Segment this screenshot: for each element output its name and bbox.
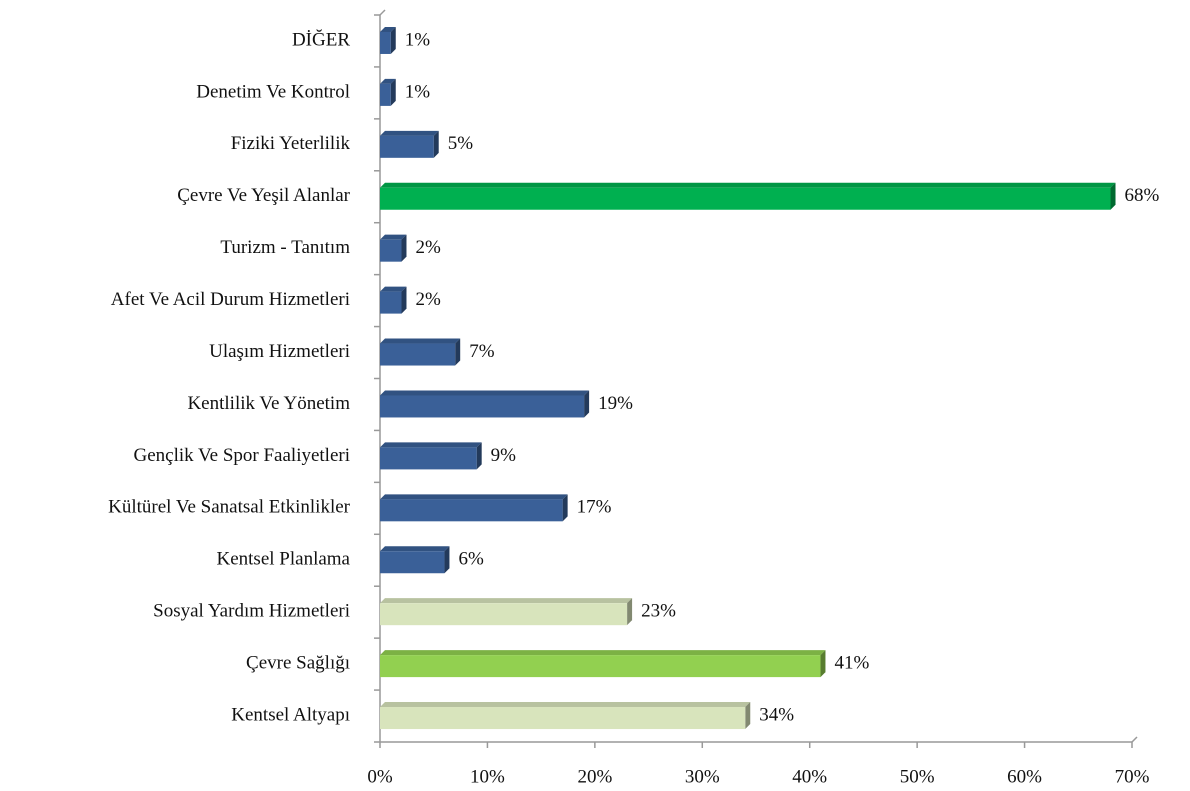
bar-front xyxy=(380,31,391,54)
bar-front xyxy=(380,83,391,106)
value-label: 41% xyxy=(834,652,869,673)
bar xyxy=(380,546,450,574)
bar-top xyxy=(380,650,826,656)
value-label: 2% xyxy=(415,237,441,258)
bar-side xyxy=(476,442,482,470)
y-tick-label: Fiziki Yeterlilik xyxy=(231,133,351,154)
value-label: 5% xyxy=(448,133,474,154)
bar-side xyxy=(1110,182,1116,210)
y-tick-label: DİĞER xyxy=(292,28,350,50)
bar-side xyxy=(562,494,568,522)
bar xyxy=(380,650,826,678)
bar-front xyxy=(380,395,585,418)
bar-front xyxy=(380,603,628,626)
bar xyxy=(380,598,633,626)
bar xyxy=(380,702,751,730)
bar-side xyxy=(455,338,461,366)
bar xyxy=(380,78,396,106)
bar xyxy=(380,26,396,54)
bar xyxy=(380,390,590,418)
bar-front xyxy=(380,447,477,470)
value-label: 6% xyxy=(458,549,484,570)
bar-front xyxy=(380,239,402,262)
x-tick-label: 0% xyxy=(367,766,393,787)
value-label: 9% xyxy=(491,445,516,466)
value-label: 23% xyxy=(641,601,676,622)
y-tick-label: Kültürel Ve Sanatsal Etkinlikler xyxy=(108,497,351,518)
bar xyxy=(380,442,482,470)
y-axis-top xyxy=(379,9,386,16)
bar xyxy=(380,494,568,522)
value-label: 7% xyxy=(469,341,495,362)
bar-top xyxy=(380,702,751,708)
x-tick-label: 30% xyxy=(685,766,720,787)
bar-top xyxy=(380,390,590,396)
bar-top xyxy=(380,442,482,448)
bar-top xyxy=(380,130,439,136)
bar-side xyxy=(745,702,751,730)
bar-side xyxy=(401,234,407,262)
value-label: 17% xyxy=(577,497,612,518)
value-label: 1% xyxy=(405,81,431,102)
x-tick-label: 70% xyxy=(1115,766,1150,787)
y-tick-label: Kentsel Planlama xyxy=(217,549,351,570)
bar xyxy=(380,182,1116,210)
y-tick-label: Çevre Ve Yeşil Alanlar xyxy=(177,185,350,206)
bar-top xyxy=(380,494,568,500)
bar xyxy=(380,338,461,366)
bar-side xyxy=(401,286,407,314)
bar-front xyxy=(380,135,434,158)
bar-top xyxy=(380,78,396,84)
bar-front xyxy=(380,655,821,678)
y-tick-label: Kentsel Altyapı xyxy=(231,704,350,725)
y-tick-label: Sosyal Yardım Hizmetleri xyxy=(153,601,350,622)
bar-front xyxy=(380,499,563,522)
y-tick-label: Afet Ve Acil Durum Hizmetleri xyxy=(111,289,350,310)
bar-top xyxy=(380,598,633,604)
x-tick-label: 40% xyxy=(792,766,827,787)
bar-front xyxy=(380,187,1111,210)
bar-front xyxy=(380,707,746,730)
bar-top xyxy=(380,286,407,292)
value-label: 19% xyxy=(598,393,633,414)
bar xyxy=(380,286,407,314)
bar-front xyxy=(380,291,402,314)
value-label: 1% xyxy=(405,29,431,50)
bar-side xyxy=(627,598,633,626)
x-tick-label: 20% xyxy=(577,766,612,787)
bar-front xyxy=(380,343,456,366)
y-tick-label: Çevre Sağlığı xyxy=(246,652,350,673)
bar-top xyxy=(380,26,396,32)
value-label: 34% xyxy=(759,704,794,725)
y-tick-label: Kentlilik Ve Yönetim xyxy=(187,393,350,414)
bar-top xyxy=(380,546,450,552)
bar-top xyxy=(380,234,407,240)
y-tick-label: Ulaşım Hizmetleri xyxy=(209,341,350,362)
bar-side xyxy=(390,26,396,54)
x-tick-label: 10% xyxy=(470,766,505,787)
bar-side xyxy=(584,390,590,418)
y-tick-label: Turizm - Tanıtım xyxy=(220,237,350,258)
bar-front xyxy=(380,551,445,574)
x-tick-label: 60% xyxy=(1007,766,1042,787)
value-label: 2% xyxy=(415,289,441,310)
bar-side xyxy=(390,78,396,106)
bar xyxy=(380,130,439,158)
bar-top xyxy=(380,182,1116,188)
y-tick-label: Gençlik Ve Spor Faaliyetleri xyxy=(133,445,350,466)
bar-side xyxy=(444,546,450,574)
y-tick-label: Denetim Ve Kontrol xyxy=(196,81,350,102)
bar xyxy=(380,234,407,262)
bar-top xyxy=(380,338,461,344)
x-tick-label: 50% xyxy=(900,766,935,787)
bar-side xyxy=(433,130,439,158)
x-axis-end xyxy=(1131,736,1138,743)
bar-side xyxy=(820,650,826,678)
value-label: 68% xyxy=(1125,185,1160,206)
